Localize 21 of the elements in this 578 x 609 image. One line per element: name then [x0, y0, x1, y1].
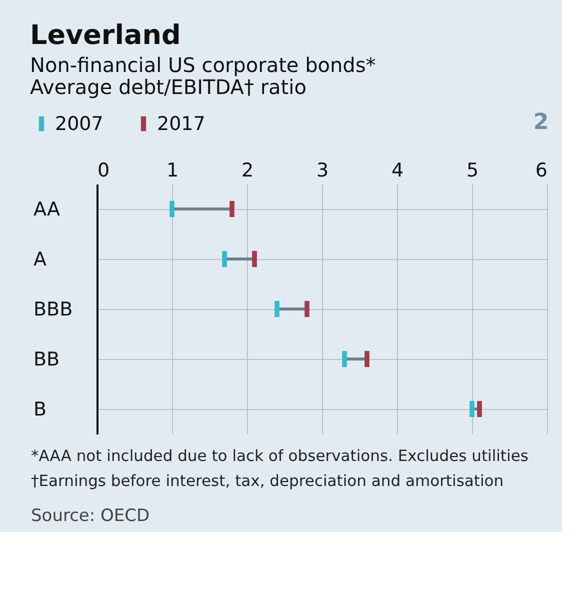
y-tick-label: A: [34, 248, 46, 270]
x-tick-label: 0: [98, 160, 110, 182]
text: 2: [533, 110, 549, 135]
x-tick-label: 1: [166, 160, 179, 182]
text: Average debt/EBITDA† ratio: [30, 75, 306, 99]
x-tick-label: 4: [391, 160, 404, 182]
x-tick-label: 6: [535, 160, 548, 182]
legend-label: 2017: [157, 112, 206, 135]
y-tick-label: BB: [34, 348, 60, 370]
x-tick-label: 3: [316, 160, 329, 182]
y-tick-label: B: [34, 398, 47, 420]
text: *AAA not included due to lack of observations. Excludes utilities: [31, 447, 528, 465]
source-note: Source: OECD: [31, 506, 150, 526]
y-tick-label: AA: [34, 198, 60, 220]
chart-title: Leverland: [30, 20, 181, 51]
text: †Earnings before interest, tax, depreciation and amortisation: [31, 472, 504, 490]
y-tick-label: BBB: [34, 298, 73, 320]
text: Non-financial US corporate bonds*: [30, 53, 376, 77]
x-tick-label: 2: [241, 160, 254, 182]
legend-label: 2007: [55, 112, 104, 135]
x-tick-label: 5: [466, 160, 479, 182]
